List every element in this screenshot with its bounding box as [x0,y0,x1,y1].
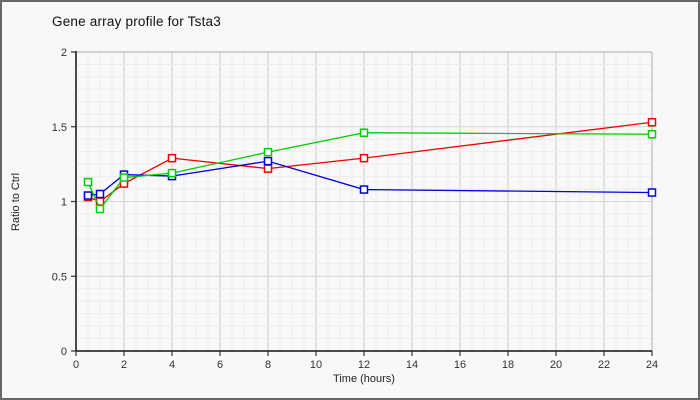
blue-series-marker [263,156,273,166]
x-tick-label: 4 [169,359,175,371]
green-series-marker [359,128,369,137]
x-tick-label: 24 [646,359,658,371]
green-series-marker [119,173,129,182]
x-tick-label: 16 [454,359,466,371]
x-tick-label: 18 [502,359,514,371]
green-series-marker [647,129,657,139]
y-tick-label: 0 [61,346,67,358]
y-tick-label: 1.5 [52,122,67,134]
x-tick-label: 22 [598,359,610,371]
x-tick-label: 0 [73,359,79,371]
green-series-marker [95,204,105,214]
blue-series-marker [95,189,105,199]
green-series-marker [167,168,177,178]
x-tick-label: 2 [121,359,127,371]
x-tick-label: 20 [550,359,562,371]
x-tick-label: 14 [406,359,418,371]
chart-title: Gene array profile for Tsta3 [52,14,221,29]
blue-series-marker [359,185,369,194]
y-tick-label: 0.5 [52,271,67,283]
green-series-marker [263,147,273,157]
x-tick-label: 8 [265,359,271,371]
y-tick-label: 2 [61,47,67,59]
green-series-marker [83,177,93,187]
red-series-marker [359,153,369,163]
blue-series-marker [83,191,93,200]
y-axis-label: Ratio to Ctrl [10,172,22,232]
x-tick-label: 10 [310,359,322,371]
x-tick-label: 12 [358,359,370,371]
x-tick-label: 6 [217,359,223,371]
red-series-marker [263,164,273,173]
red-series-marker [647,118,657,127]
blue-series-marker [647,188,657,197]
red-series-marker [167,153,177,163]
x-axis-label: Time (hours) [333,373,395,385]
y-tick-label: 1 [61,197,67,209]
